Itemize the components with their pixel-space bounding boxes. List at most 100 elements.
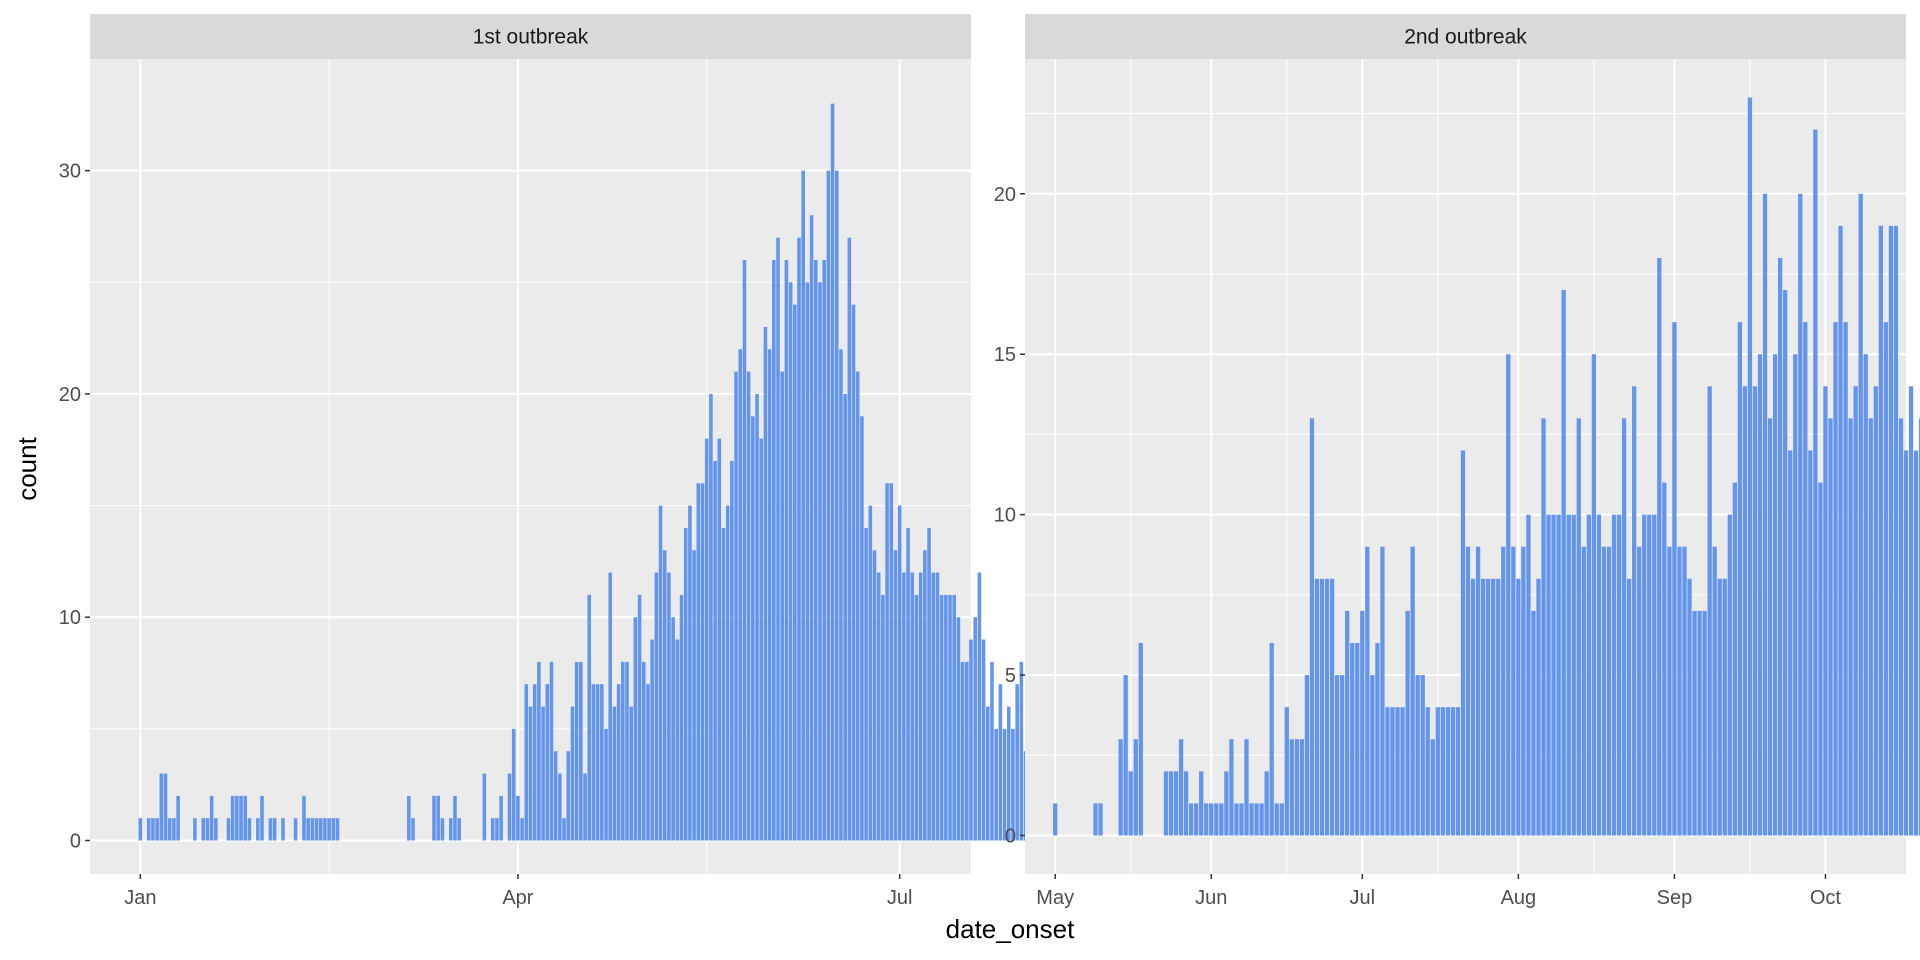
undefined <box>868 505 873 841</box>
undefined <box>1229 739 1234 836</box>
undefined <box>310 818 315 841</box>
undefined <box>1304 675 1310 836</box>
undefined <box>1818 482 1823 836</box>
undefined <box>1138 642 1143 836</box>
undefined <box>230 795 235 841</box>
undefined <box>734 371 738 841</box>
undefined <box>746 371 751 841</box>
undefined <box>587 594 592 841</box>
undefined <box>948 594 952 841</box>
undefined <box>872 550 877 841</box>
undefined <box>163 773 168 841</box>
undefined <box>646 684 650 841</box>
undefined <box>1576 418 1581 836</box>
undefined <box>910 572 915 841</box>
undefined <box>1455 707 1461 836</box>
undefined <box>524 684 529 841</box>
undefined <box>629 706 633 841</box>
undefined <box>1319 578 1325 836</box>
undefined <box>843 393 847 841</box>
undefined <box>675 639 680 841</box>
x-tick-label: Jan <box>124 887 156 909</box>
undefined <box>520 818 524 841</box>
undefined <box>201 818 206 841</box>
undefined <box>717 438 722 841</box>
undefined <box>654 572 659 841</box>
undefined <box>1002 728 1007 841</box>
undefined <box>713 460 717 841</box>
y-tick-label: 5 <box>1005 665 1016 687</box>
undefined <box>1284 707 1289 836</box>
undefined <box>1702 610 1707 836</box>
undefined <box>1828 418 1833 836</box>
undefined <box>146 818 151 841</box>
undefined <box>214 818 218 841</box>
undefined <box>797 237 801 841</box>
undefined <box>511 728 516 841</box>
undefined <box>293 818 298 841</box>
undefined <box>1913 450 1919 836</box>
undefined <box>1793 354 1798 836</box>
undefined <box>1133 739 1138 836</box>
undefined <box>1632 386 1637 836</box>
undefined <box>302 795 306 841</box>
undefined <box>1571 514 1576 836</box>
undefined <box>608 572 612 841</box>
undefined <box>272 818 277 841</box>
undefined <box>1642 514 1647 836</box>
undefined <box>1561 290 1566 836</box>
undefined <box>763 326 768 841</box>
undefined <box>549 661 554 841</box>
undefined <box>897 505 902 841</box>
undefined <box>1707 386 1712 836</box>
undefined <box>801 170 805 841</box>
undefined <box>1687 578 1692 836</box>
x-tick-label: Oct <box>1810 887 1842 909</box>
undefined <box>1531 610 1536 836</box>
undefined <box>1798 193 1803 836</box>
undefined <box>1772 354 1778 836</box>
undefined <box>973 617 977 841</box>
undefined <box>641 661 646 841</box>
undefined <box>751 416 755 841</box>
undefined <box>1677 546 1682 836</box>
undefined <box>495 818 499 841</box>
undefined <box>1098 803 1103 836</box>
undefined <box>612 706 617 841</box>
x-tick-label: May <box>1036 887 1074 909</box>
undefined <box>457 818 461 841</box>
undefined <box>906 527 910 841</box>
undefined <box>566 751 571 841</box>
undefined <box>553 751 558 841</box>
undefined <box>1324 578 1330 836</box>
undefined <box>1435 707 1440 836</box>
undefined <box>1345 610 1350 836</box>
undefined <box>688 505 692 841</box>
undefined <box>595 684 600 841</box>
undefined <box>541 706 545 841</box>
undefined <box>1380 546 1385 836</box>
undefined <box>772 259 776 841</box>
undefined <box>1019 661 1024 841</box>
undefined <box>935 572 940 841</box>
x-axis-title: date_onset <box>946 914 1075 944</box>
undefined <box>600 684 604 841</box>
undefined <box>1254 803 1259 836</box>
undefined <box>1440 707 1445 836</box>
undefined <box>893 550 898 841</box>
undefined <box>927 527 931 841</box>
undefined <box>209 795 214 841</box>
undefined <box>235 795 239 841</box>
undefined <box>1606 546 1612 836</box>
undefined <box>1752 386 1758 836</box>
undefined <box>1289 739 1294 836</box>
undefined <box>1350 642 1355 836</box>
undefined <box>1400 707 1405 836</box>
undefined <box>1616 514 1622 836</box>
undefined <box>1863 354 1868 836</box>
undefined <box>1652 514 1657 836</box>
undefined <box>1314 578 1320 836</box>
undefined <box>247 818 252 841</box>
undefined <box>558 773 562 841</box>
